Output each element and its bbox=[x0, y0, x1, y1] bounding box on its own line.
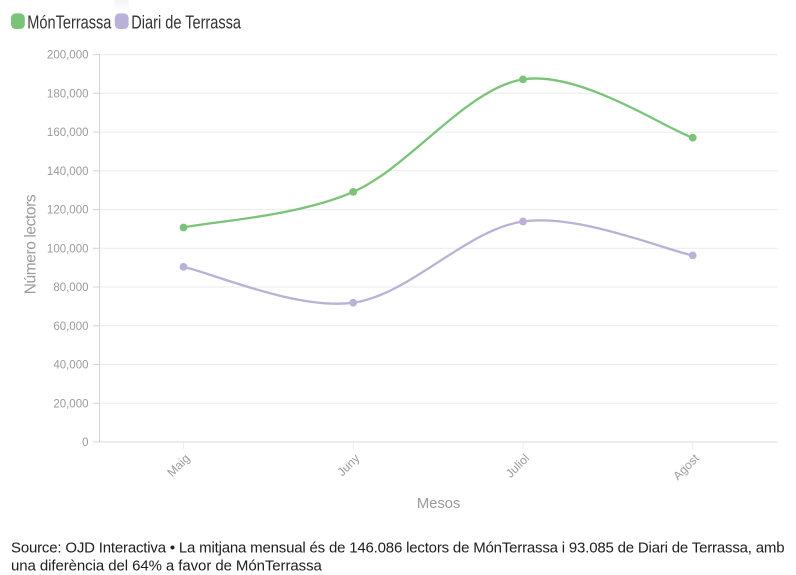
svg-text:100,000: 100,000 bbox=[47, 243, 89, 255]
svg-text:Juliol: Juliol bbox=[503, 451, 532, 480]
svg-text:Mesos: Mesos bbox=[417, 495, 460, 512]
svg-text:20,000: 20,000 bbox=[53, 398, 88, 410]
svg-text:MónTerrassa: MónTerrassa bbox=[27, 13, 112, 33]
svg-text:Diari de Terrassa: Diari de Terrassa bbox=[131, 13, 241, 33]
svg-text:Source: OJD Interactiva • La m: Source: OJD Interactiva • La mitjana men… bbox=[11, 539, 784, 556]
svg-text:140,000: 140,000 bbox=[47, 166, 89, 178]
svg-text:40,000: 40,000 bbox=[53, 360, 88, 372]
svg-text:una diferència del 64% a favor: una diferència del 64% a favor de MónTer… bbox=[11, 558, 322, 575]
svg-text:160,000: 160,000 bbox=[47, 127, 89, 139]
svg-text:200,000: 200,000 bbox=[47, 50, 89, 62]
svg-text:80,000: 80,000 bbox=[53, 282, 88, 294]
svg-text:Juny: Juny bbox=[334, 451, 362, 479]
svg-text:Agost: Agost bbox=[670, 451, 702, 483]
svg-text:0: 0 bbox=[82, 437, 88, 449]
svg-text:180,000: 180,000 bbox=[47, 88, 89, 100]
svg-text:60,000: 60,000 bbox=[53, 321, 88, 333]
svg-text:120,000: 120,000 bbox=[47, 205, 89, 217]
svg-text:Maig: Maig bbox=[164, 451, 192, 479]
svg-text:Número lectors: Número lectors bbox=[23, 194, 40, 294]
